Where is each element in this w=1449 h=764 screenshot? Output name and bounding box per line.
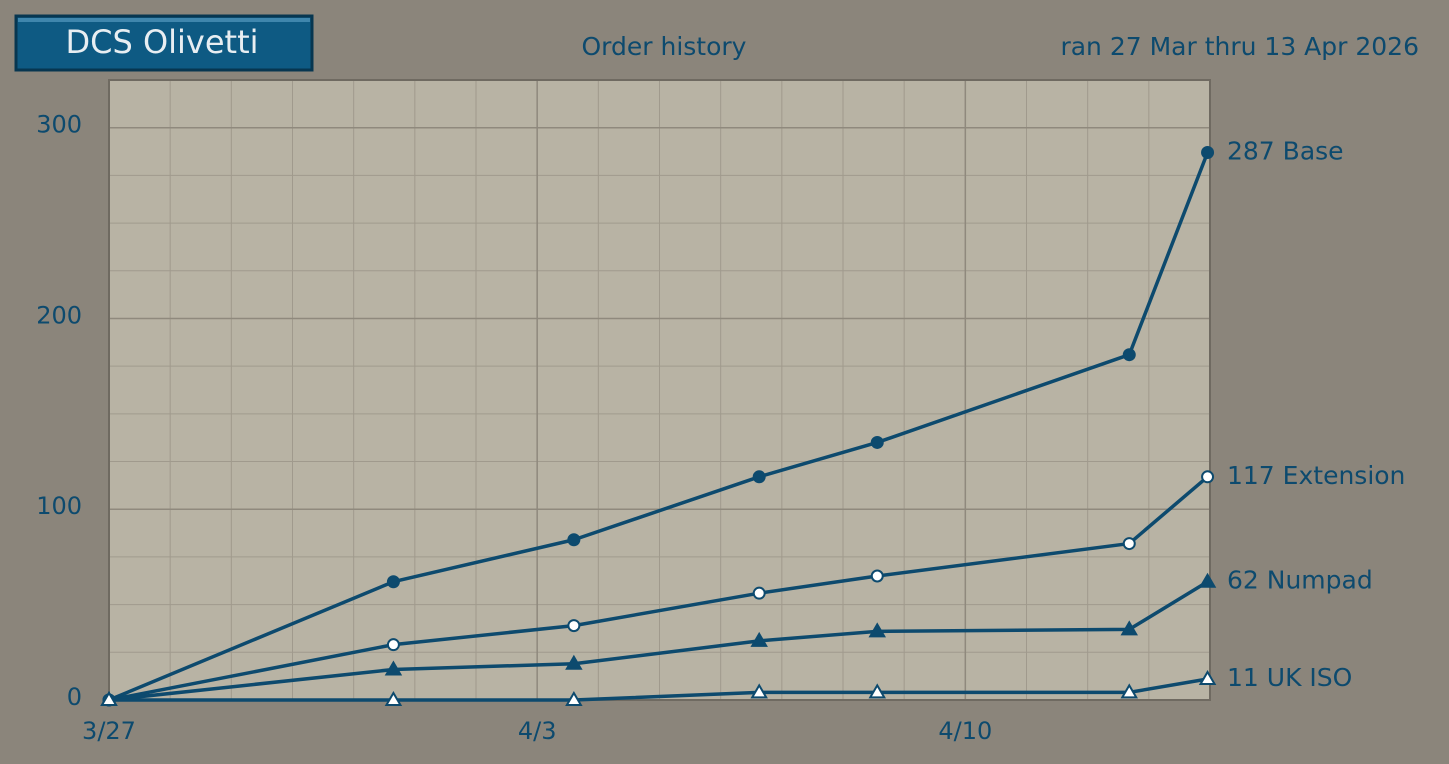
marker: [567, 533, 581, 547]
legend-entry: Numpad: [1267, 566, 1373, 595]
legend-entry: Extension: [1283, 461, 1406, 490]
value-label: 117: [1227, 461, 1275, 490]
value-label: 62: [1227, 566, 1259, 595]
value-label: 287: [1227, 136, 1275, 165]
marker: [1198, 572, 1217, 588]
marker: [870, 569, 884, 583]
marker: [386, 638, 400, 652]
marker: [565, 691, 583, 706]
marker: [1122, 537, 1136, 551]
chart-title: Order history: [582, 32, 747, 61]
x-tick-label: 3/27: [82, 717, 136, 745]
plot-border: [108, 79, 1211, 701]
marker: [1201, 470, 1215, 484]
marker: [750, 683, 768, 699]
x-tick-label: 4/10: [938, 717, 992, 745]
value-label: 11: [1227, 663, 1259, 692]
marker: [1120, 683, 1139, 699]
marker: [750, 631, 768, 647]
badge: DCS Olivetti: [65, 23, 258, 61]
marker: [870, 435, 884, 449]
marker: [752, 586, 766, 600]
marker: [1122, 348, 1136, 362]
legend-entry: Base: [1283, 136, 1344, 165]
marker: [1198, 670, 1217, 686]
marker: [752, 470, 766, 484]
y-tick-label: 100: [36, 492, 82, 520]
end-label: 11 UK ISO: [1227, 663, 1352, 692]
badge-box: [14, 14, 314, 72]
marker: [868, 622, 886, 638]
marker: [565, 654, 583, 670]
marker: [384, 691, 403, 706]
end-label: 287 Base: [1227, 136, 1344, 165]
legend-entry: UK ISO: [1267, 663, 1353, 692]
marker: [868, 683, 886, 699]
y-tick-label: 0: [67, 683, 82, 711]
end-label: 117 Extension: [1227, 461, 1405, 490]
y-tick-label: 300: [36, 111, 82, 139]
marker: [1201, 145, 1215, 159]
y-tick-label: 200: [36, 301, 82, 329]
marker: [384, 660, 403, 676]
marker: [386, 575, 400, 589]
badge-highlight: [18, 18, 310, 22]
marker: [567, 619, 581, 633]
marker: [100, 691, 118, 706]
end-label: 62 Numpad: [1227, 566, 1373, 595]
marker: [1120, 620, 1139, 636]
x-tick-label: 4/3: [518, 717, 557, 745]
chart-subtitle: ran 27 Mar thru 13 Apr 2026: [1060, 32, 1419, 61]
